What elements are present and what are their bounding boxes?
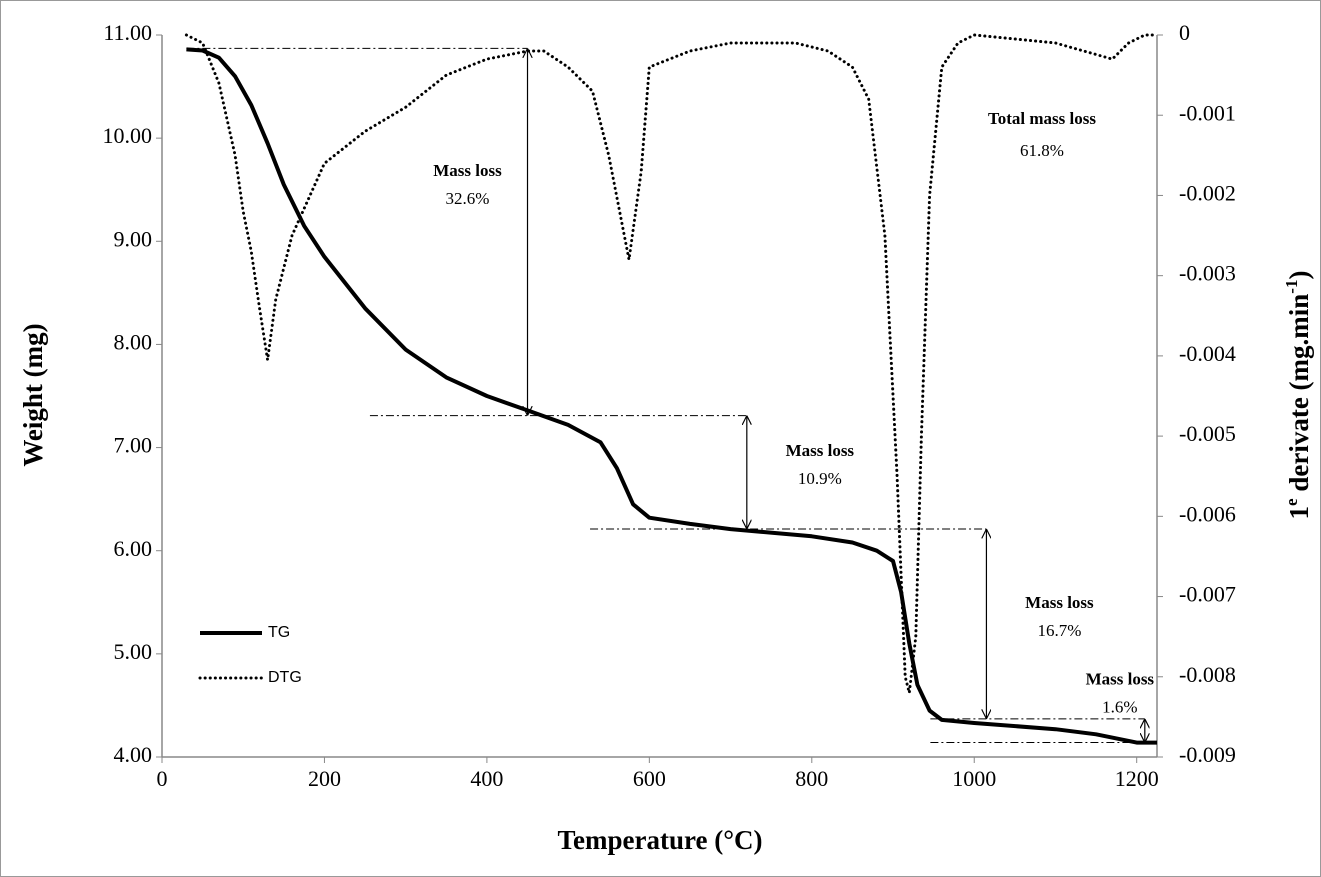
x-tick-label: 1200 [1115,766,1159,791]
y2-axis-title: 1e derivate (mg.min-1) [1282,271,1314,520]
y-tick-label: 10.00 [103,123,153,148]
annotation-value: 16.7% [1037,621,1081,640]
x-tick-label: 400 [470,766,503,791]
legend-label: DTG [268,669,302,686]
annotation-label: Mass loss [433,161,502,180]
y-tick-label: 8.00 [114,329,153,354]
y2-title-part: 1 [1284,506,1314,520]
y2-title-part: -1 [1282,280,1301,294]
y2-tick-label: -0.008 [1179,662,1236,687]
x-tick-label: 0 [157,766,168,791]
total-label: Total mass loss [988,109,1096,128]
y-tick-label: 7.00 [114,433,153,458]
y2-tick-label: -0.001 [1179,100,1236,125]
x-tick-label: 200 [308,766,341,791]
y2-title-part: e [1282,498,1301,506]
y2-tick-label: -0.007 [1179,582,1236,607]
x-axis-title: Temperature (°C) [557,825,762,855]
y-tick-label: 11.00 [103,20,152,45]
y2-tick-label: -0.006 [1179,501,1236,526]
annotation-label: Mass loss [1025,593,1094,612]
y2-tick-label: -0.003 [1179,261,1236,286]
x-tick-label: 600 [633,766,666,791]
annotation-value: 1.6% [1102,698,1137,717]
annotation-value: 32.6% [446,189,490,208]
y2-title-part: ) [1284,271,1314,280]
series-line [184,33,1159,695]
y2-tick-label: -0.002 [1179,180,1236,205]
x-tick-label: 1000 [952,766,996,791]
total-value: 61.8% [1020,141,1064,160]
annotation-label: Mass loss [786,441,855,460]
y-tick-label: 5.00 [114,639,153,664]
y2-title-part: derivate (mg.min [1284,294,1314,499]
y2-tick-label: -0.004 [1179,341,1236,366]
y-tick-label: 9.00 [114,226,153,251]
y2-tick-label: -0.009 [1179,742,1236,767]
y2-tick-label: 0 [1179,20,1190,45]
y-tick-label: 6.00 [114,536,153,561]
y2-tick-label: -0.005 [1179,421,1236,446]
x-tick-label: 800 [795,766,828,791]
annotation-label: Mass loss [1086,670,1155,689]
series-line [186,47,1157,745]
annotation-value: 10.9% [798,469,842,488]
legend-label: TG [268,624,290,641]
y-axis-title: Weight (mg) [18,323,48,466]
y-tick-label: 4.00 [114,742,153,767]
